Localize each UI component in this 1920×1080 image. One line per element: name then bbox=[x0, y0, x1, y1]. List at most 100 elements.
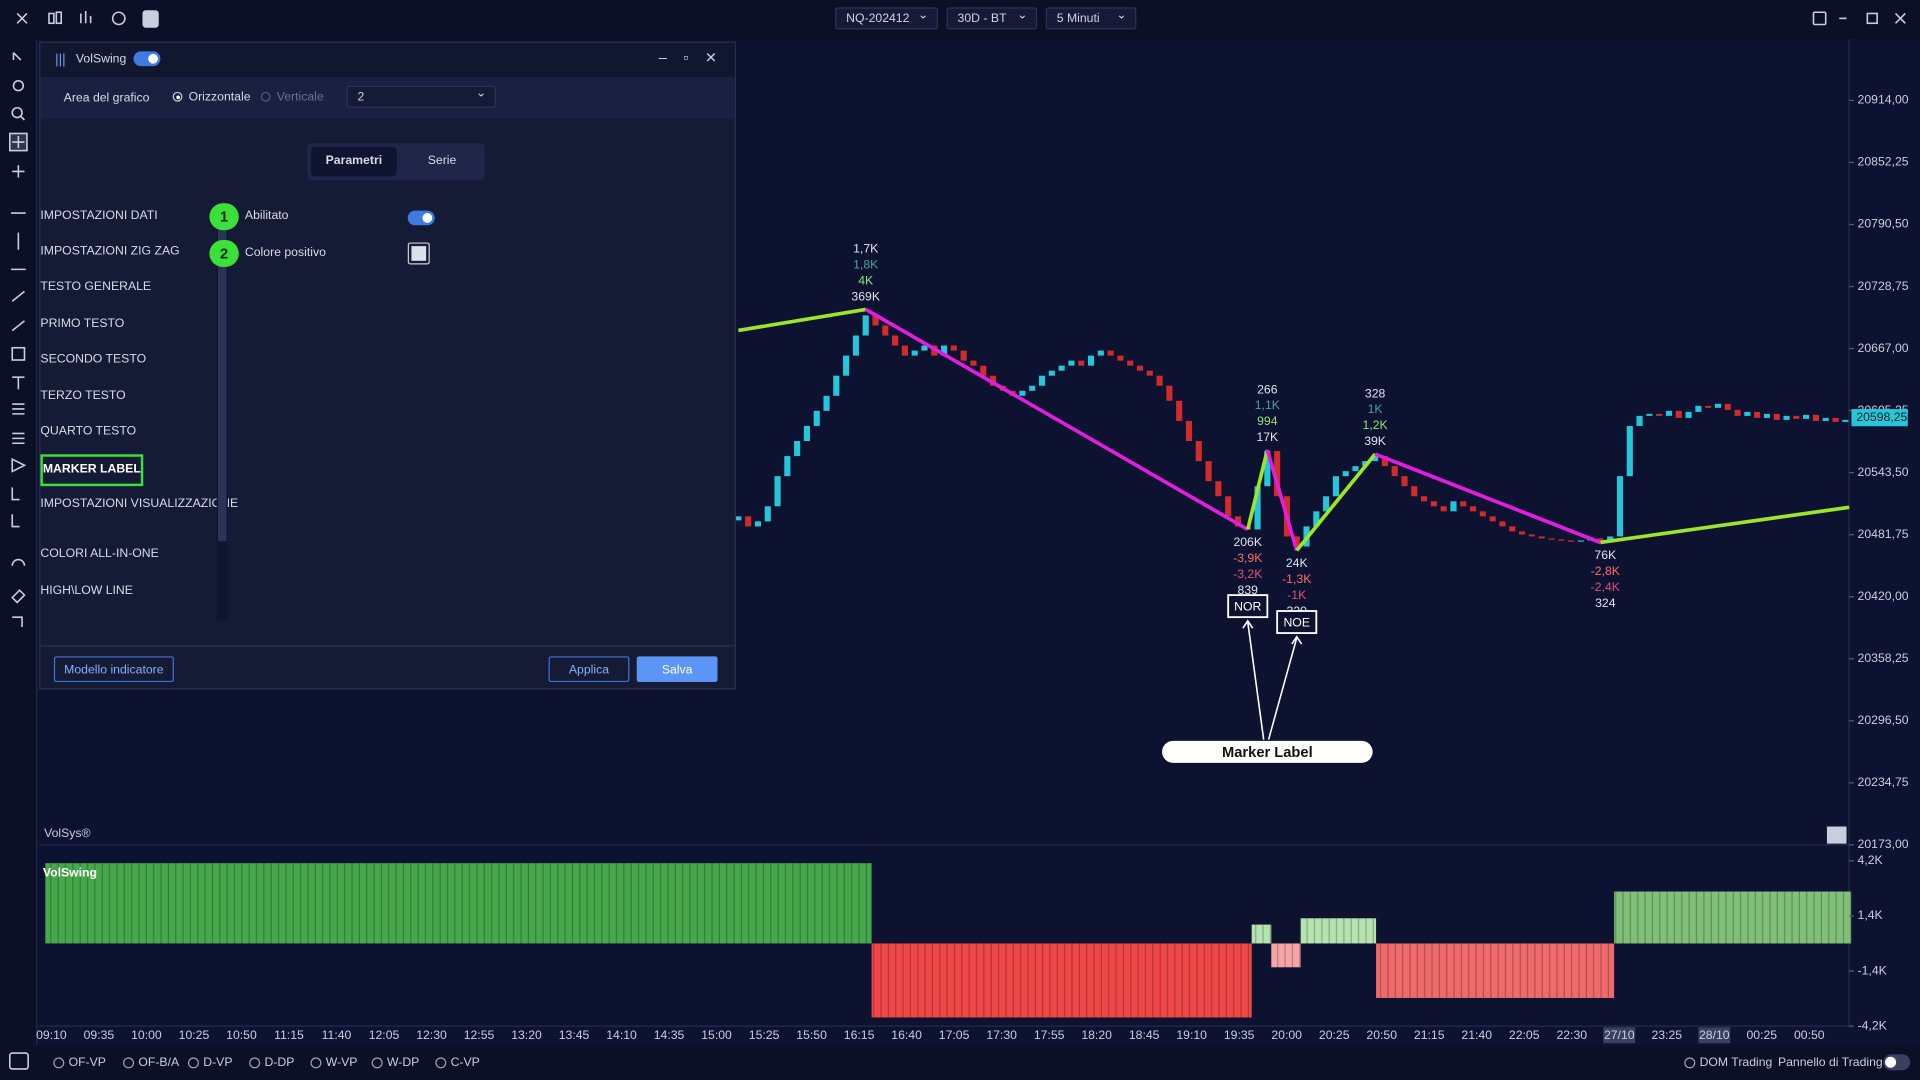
candle bbox=[1313, 511, 1320, 527]
bottom-tab[interactable]: OF-B/A bbox=[138, 1055, 180, 1069]
template-button[interactable]: Modello indicatore bbox=[53, 656, 174, 683]
time-label: 20:50 bbox=[1366, 1028, 1397, 1042]
candle bbox=[1195, 441, 1202, 462]
menu-item[interactable]: TESTO GENERALE bbox=[40, 280, 152, 294]
candle bbox=[1803, 414, 1810, 419]
candle bbox=[1117, 355, 1124, 361]
save-button[interactable]: Salva bbox=[636, 656, 718, 683]
menu-item[interactable]: TERZO TESTO bbox=[40, 389, 126, 403]
candle bbox=[1656, 413, 1663, 416]
bottom-tab[interactable]: W-VP bbox=[326, 1055, 358, 1069]
bottom-tab[interactable]: OF-VP bbox=[69, 1055, 106, 1069]
candle bbox=[745, 516, 752, 527]
candle bbox=[1048, 370, 1055, 376]
candle bbox=[1185, 420, 1193, 442]
step-badge: 1 bbox=[209, 203, 239, 231]
bar-stripes bbox=[45, 863, 872, 944]
radio[interactable] bbox=[260, 91, 271, 102]
toggle[interactable] bbox=[407, 210, 435, 226]
menu-item[interactable]: PRIMO TESTO bbox=[40, 317, 125, 331]
pivot-label: -3,9K bbox=[1233, 551, 1263, 565]
candle bbox=[1705, 405, 1712, 408]
window-controls[interactable]: – ▫ ✕ bbox=[658, 48, 718, 67]
dom-label: DOM Trading bbox=[1700, 1055, 1773, 1069]
separator bbox=[40, 645, 735, 647]
candle bbox=[1460, 501, 1467, 507]
candle bbox=[1724, 403, 1731, 410]
bottom-tab[interactable]: W-DP bbox=[387, 1055, 419, 1069]
menu-item[interactable]: QUARTO TESTO bbox=[40, 424, 137, 439]
toggle[interactable] bbox=[133, 51, 161, 67]
radio bbox=[249, 1057, 261, 1069]
pivot-label: 266 bbox=[1257, 382, 1278, 396]
bottom-tab[interactable]: D-VP bbox=[203, 1055, 232, 1069]
symbol-select[interactable]: NQ-202412 bbox=[835, 5, 938, 30]
time-label: 00:25 bbox=[1746, 1028, 1777, 1042]
range-select[interactable]: 30D - BT bbox=[946, 5, 1038, 30]
menu-item[interactable]: MARKER LABEL bbox=[40, 454, 144, 487]
pivot-label: 324 bbox=[1595, 596, 1616, 610]
candle bbox=[1548, 538, 1555, 540]
pivot-label: 76K bbox=[1594, 548, 1617, 562]
candle bbox=[1225, 496, 1232, 517]
panel-toggle-label: Pannello di Trading bbox=[1778, 1055, 1883, 1069]
candle bbox=[1470, 506, 1477, 512]
time-label: 00:50 bbox=[1794, 1028, 1825, 1042]
scrollbar bbox=[216, 209, 228, 620]
candle bbox=[784, 456, 791, 477]
color-picker[interactable] bbox=[407, 242, 430, 265]
price-label: 20296,50 bbox=[1858, 713, 1909, 727]
candle bbox=[1391, 466, 1398, 477]
time-label: 20:00 bbox=[1271, 1028, 1302, 1042]
bottom-tab[interactable]: C-VP bbox=[451, 1055, 480, 1069]
time-label: 10:25 bbox=[179, 1028, 210, 1042]
candle bbox=[882, 325, 889, 336]
menu-item[interactable]: IMPOSTAZIONI VISUALIZZAZIONE bbox=[40, 497, 239, 511]
time-label: 14:10 bbox=[606, 1028, 637, 1042]
pivot-label: -2,4K bbox=[1591, 580, 1621, 594]
menu-item[interactable]: COLORI ALL-IN-ONE bbox=[40, 547, 159, 561]
area-select[interactable]: 2 bbox=[346, 83, 496, 108]
time-label: 18:45 bbox=[1129, 1028, 1160, 1042]
candle bbox=[1381, 456, 1388, 467]
histogram-tick-label: -4,2K bbox=[1858, 1018, 1888, 1032]
candle bbox=[862, 315, 869, 336]
radio bbox=[435, 1057, 447, 1069]
bottom-tab[interactable]: D-DP bbox=[264, 1055, 294, 1069]
tab[interactable]: Serie bbox=[427, 154, 457, 168]
candle bbox=[970, 360, 977, 366]
date-highlight bbox=[1698, 1027, 1731, 1044]
indicator-dialog: ||| VolSwing – ▫ ✕ Area del grafico Oriz… bbox=[39, 41, 736, 690]
candle bbox=[1538, 536, 1545, 539]
interval-select[interactable]: 5 Minuti bbox=[1045, 5, 1137, 30]
zigzag-segment bbox=[738, 307, 867, 333]
candle bbox=[872, 315, 879, 326]
candle bbox=[1156, 375, 1163, 386]
candle bbox=[1176, 400, 1183, 421]
menu-item[interactable]: IMPOSTAZIONI ZIG ZAG bbox=[40, 244, 180, 259]
candle bbox=[1528, 534, 1535, 537]
radio[interactable] bbox=[172, 91, 183, 102]
candle bbox=[794, 441, 801, 457]
time-label: 11:40 bbox=[322, 1028, 352, 1042]
time-label: 12:55 bbox=[464, 1028, 495, 1042]
param-label: Abilitato bbox=[244, 209, 289, 223]
marker-label: NOR bbox=[1234, 600, 1261, 614]
time-label: 11:15 bbox=[274, 1028, 304, 1042]
apply-button[interactable]: Applica bbox=[548, 656, 630, 683]
menu-item[interactable]: HIGH\LOW LINE bbox=[40, 584, 133, 598]
candle bbox=[1783, 415, 1790, 420]
menu-item[interactable]: SECONDO TESTO bbox=[40, 352, 147, 367]
toolbar-icons[interactable] bbox=[9, 10, 1906, 1070]
pivot-label: 1,2K bbox=[1363, 418, 1389, 432]
menu-item[interactable]: IMPOSTAZIONI DATI bbox=[40, 209, 158, 223]
candle bbox=[1234, 516, 1242, 527]
candle bbox=[1577, 540, 1584, 542]
indicator-icon: ||| bbox=[55, 52, 66, 68]
tab[interactable]: Parametri bbox=[311, 146, 397, 177]
pivot-label: -2,8K bbox=[1591, 564, 1621, 578]
candle bbox=[1793, 415, 1800, 419]
radio bbox=[371, 1057, 383, 1069]
price-label: 20420,00 bbox=[1858, 589, 1909, 603]
